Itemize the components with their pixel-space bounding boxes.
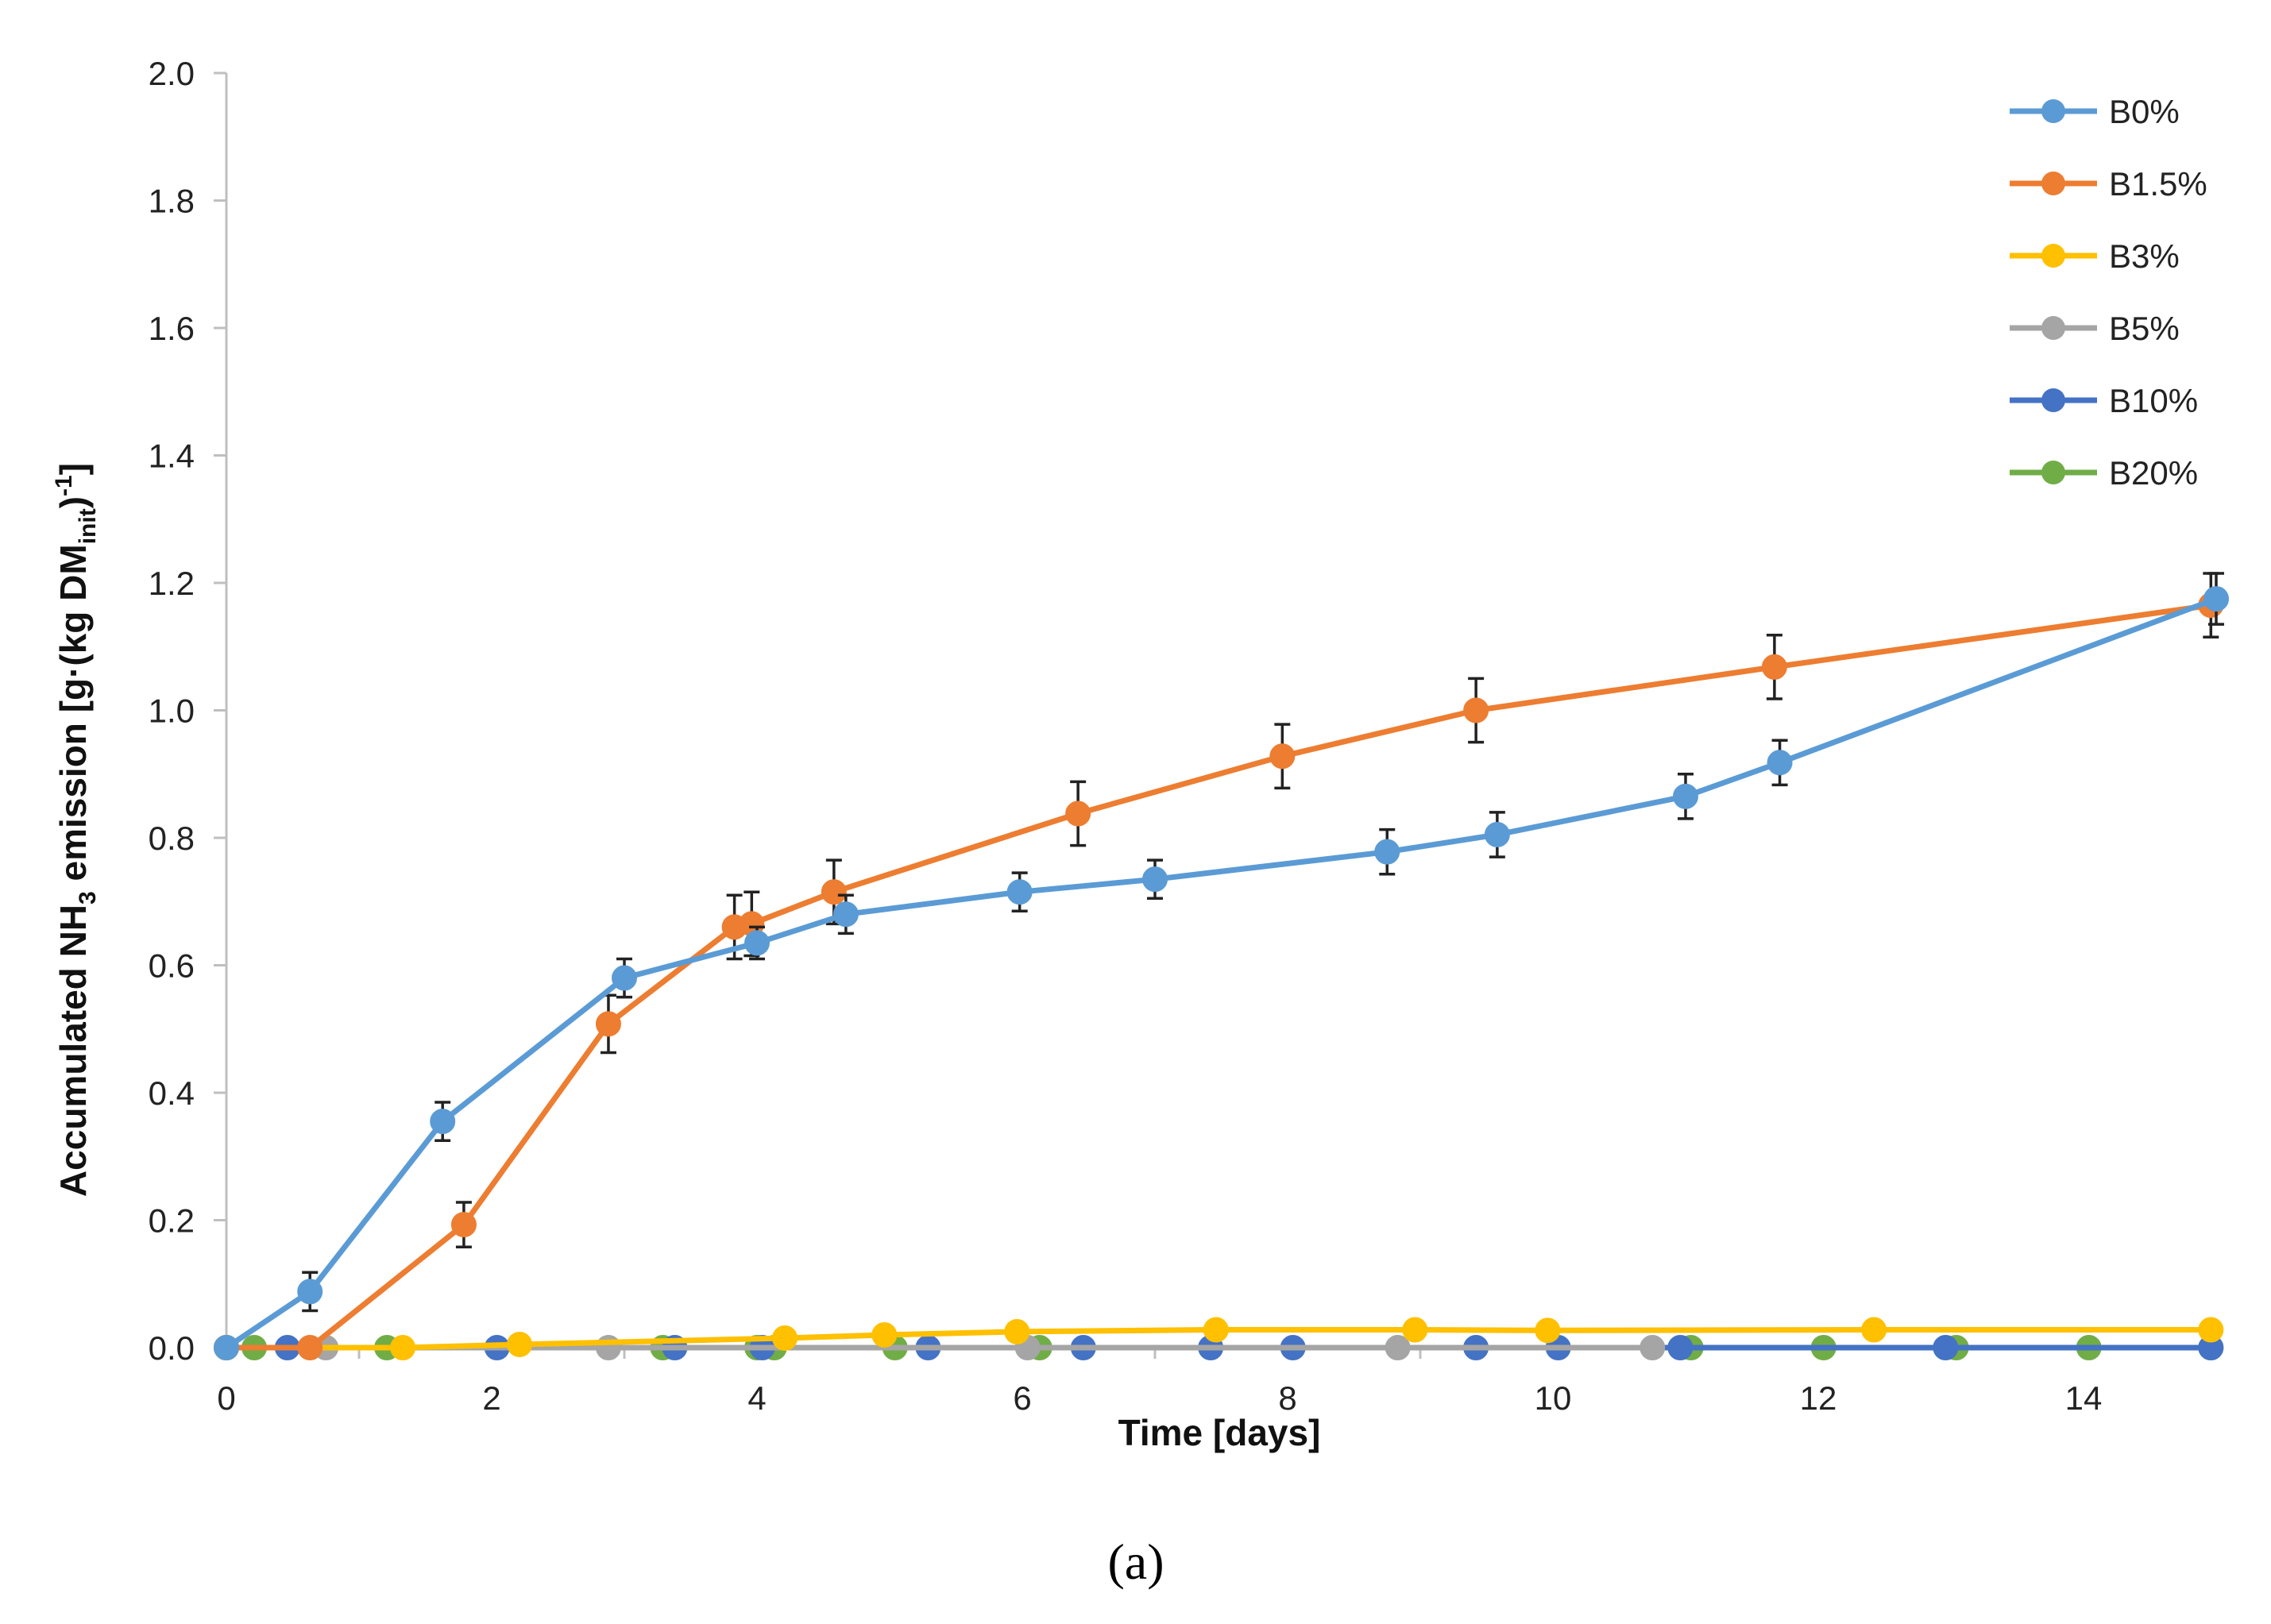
legend-swatch-marker — [2041, 316, 2065, 340]
x-tick-label: 12 — [1800, 1379, 1837, 1417]
data-point — [1006, 879, 1033, 905]
data-point — [1667, 1335, 1694, 1360]
data-point — [450, 1212, 477, 1238]
data-point — [390, 1335, 416, 1360]
data-point — [772, 1325, 798, 1351]
x-tick-label: 14 — [2065, 1379, 2103, 1417]
y-tick-label: 1.6 — [149, 310, 195, 347]
x-tick-label: 8 — [1278, 1379, 1296, 1417]
data-point — [1385, 1335, 1411, 1360]
data-point — [1761, 654, 1787, 680]
data-point — [832, 901, 859, 928]
data-point — [1269, 743, 1296, 770]
data-point — [2203, 586, 2229, 612]
legend-swatch-marker — [2041, 99, 2065, 123]
legend-swatch-marker — [2041, 388, 2065, 412]
series-line — [225, 596, 2218, 1350]
data-point — [297, 1279, 323, 1305]
series-B0% — [214, 572, 2229, 1360]
data-point — [1933, 1335, 1959, 1360]
y-axis-title: Accumulated NH3 emission [g·(kg DMinit)-… — [51, 463, 101, 1197]
legend-swatch-marker — [2041, 244, 2065, 268]
legend-label: B0% — [2109, 93, 2180, 130]
data-point — [214, 1335, 239, 1360]
data-point — [744, 930, 770, 956]
series-layer — [214, 572, 2229, 1360]
series-B1.5% — [214, 572, 2224, 1360]
data-point — [595, 1011, 621, 1037]
x-tick-label: 0 — [217, 1379, 235, 1417]
data-point — [612, 965, 637, 991]
series-line — [226, 602, 2211, 1351]
data-point — [1374, 839, 1400, 865]
y-tick-label: 1.2 — [149, 565, 195, 602]
y-tick-label: 0.2 — [149, 1202, 195, 1240]
legend-item: B20% — [2010, 454, 2198, 492]
data-point — [1203, 1317, 1229, 1343]
data-point — [507, 1331, 533, 1357]
legend-swatch-marker — [2041, 172, 2065, 195]
legend-item: B10% — [2010, 382, 2198, 419]
y-tick-label: 0.8 — [149, 820, 195, 857]
y-tick-label: 1.4 — [149, 438, 195, 475]
y-tick-label: 0.4 — [149, 1074, 195, 1112]
x-tick-label: 4 — [747, 1379, 766, 1417]
y-tick-label: 1.0 — [149, 692, 195, 730]
legend-item: B0% — [2010, 93, 2180, 130]
data-point — [1535, 1317, 1561, 1344]
data-point — [1484, 821, 1510, 847]
legend-swatch-marker — [2041, 461, 2065, 484]
legend: B0% B1.5% B3% B5% B10% B20% — [2010, 93, 2207, 492]
data-point — [1065, 800, 1091, 827]
legend-label: B20% — [2109, 454, 2198, 492]
data-point — [1767, 750, 1793, 776]
y-tick-label: 0.0 — [149, 1329, 195, 1367]
legend-item: B5% — [2010, 310, 2180, 347]
y-tick-label: 2.0 — [149, 55, 195, 92]
data-point — [1861, 1317, 1887, 1343]
panel-label: (a) — [1107, 1533, 1164, 1590]
legend-label: B3% — [2109, 237, 2180, 275]
x-axis-title: Time [days] — [1118, 1412, 1321, 1453]
data-point — [1004, 1318, 1030, 1344]
data-point — [1463, 697, 1489, 723]
x-tick-label: 6 — [1013, 1379, 1031, 1417]
legend-item: B3% — [2010, 237, 2180, 275]
y-tick-label: 1.8 — [149, 183, 195, 220]
data-point — [2198, 1317, 2224, 1343]
data-point — [1640, 1335, 1666, 1360]
legend-label: B5% — [2109, 310, 2180, 347]
legend-item: B1.5% — [2010, 165, 2207, 203]
axes-layer: 0.0 0.2 0.4 0.6 0.8 1.0 1.2 1.4 1.6 1.8 2.0 0 2 4 6 8 10… — [149, 55, 2218, 1417]
data-point — [1142, 866, 1168, 893]
data-point — [297, 1335, 323, 1360]
data-point — [821, 879, 847, 905]
legend-label: B10% — [2109, 382, 2198, 419]
data-point — [430, 1109, 456, 1135]
x-tick-label: 10 — [1535, 1379, 1572, 1417]
legend-label: B1.5% — [2109, 165, 2207, 203]
data-point — [1402, 1317, 1428, 1343]
y-tick-label: 0.6 — [149, 947, 195, 985]
x-tick-label: 2 — [482, 1379, 500, 1417]
data-point — [871, 1321, 898, 1348]
data-point — [595, 1335, 621, 1360]
data-point — [1673, 783, 1698, 809]
